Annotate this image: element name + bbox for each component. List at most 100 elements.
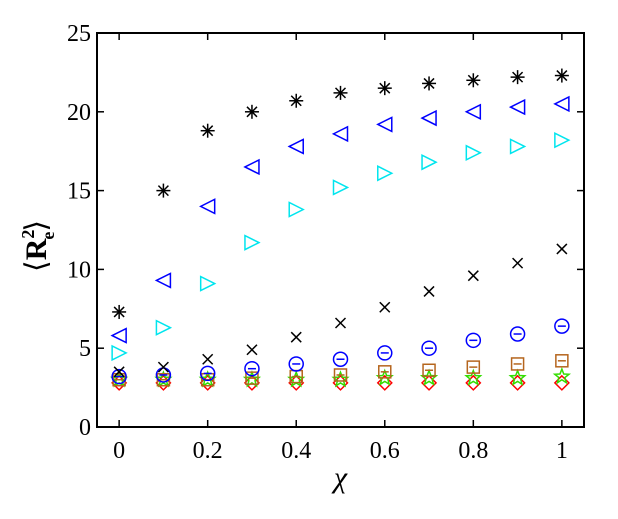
y-axis-ticks: 0 5 10 15 20 25: [67, 21, 584, 441]
data-point-square-minus: [422, 363, 436, 378]
data-point-asterisk: [156, 183, 171, 198]
data-point-asterisk: [510, 70, 525, 85]
data-point-x: [290, 331, 302, 343]
data-point-star: [287, 370, 306, 388]
data-point-star: [508, 368, 527, 386]
data-point-triangle-right: [465, 144, 482, 161]
data-point-star: [552, 366, 571, 385]
data-point-diamond: [199, 374, 216, 391]
data-point-square-minus: [555, 354, 569, 368]
data-point-diamond: [465, 374, 482, 391]
data-point-triangle-right: [509, 138, 527, 155]
x-tick-label: 0.6: [370, 438, 400, 464]
data-point-triangle-right: [554, 131, 571, 149]
data-point-diamond: [376, 374, 393, 391]
data-point-triangle-left: [464, 103, 482, 121]
y-axis-title-sup: 2: [18, 230, 38, 239]
data-point-circle-minus: [199, 365, 216, 382]
data-point-triangle-left: [331, 125, 349, 143]
y-tick-label: 20: [67, 100, 91, 126]
data-point-x: [556, 243, 568, 255]
data-point-asterisk: [554, 68, 569, 83]
x-tick-label: 0: [113, 438, 125, 464]
data-point-diamond: [243, 374, 261, 391]
data-point-square-minus: [466, 360, 481, 374]
data-point-circle-minus: [332, 351, 349, 367]
x-tick-label: 0.8: [458, 438, 488, 464]
data-point-diamond: [553, 374, 570, 391]
data-point-triangle-right: [111, 344, 128, 362]
y-tick-label: 10: [67, 257, 91, 283]
x-tick-label: 1: [556, 438, 568, 464]
data-point-triangle-left: [110, 327, 127, 344]
x-tick-label: 0.4: [281, 438, 311, 464]
data-point-asterisk: [289, 93, 304, 108]
data-point-diamond: [111, 374, 128, 391]
y-tick-label: 25: [67, 21, 91, 47]
y-axis-title-close: ⟩: [20, 220, 53, 232]
data-point-square-minus: [333, 368, 348, 382]
data-point-x: [379, 301, 391, 313]
y-axis-title: ⟨R2e⟩: [18, 220, 58, 272]
data-point-asterisk: [333, 85, 348, 100]
data-point-x: [202, 353, 214, 365]
data-point-triangle-left: [287, 138, 304, 155]
plot-marks: [110, 68, 571, 391]
data-point-circle-minus: [554, 318, 570, 334]
data-point-diamond: [420, 374, 438, 391]
x-axis-title: χ: [331, 461, 348, 494]
data-point-asterisk: [200, 123, 215, 138]
data-point-triangle-left: [243, 158, 260, 176]
data-point-triangle-right: [199, 275, 217, 292]
data-point-asterisk: [112, 304, 127, 319]
data-point-triangle-right: [377, 165, 394, 182]
data-point-diamond: [288, 374, 305, 391]
data-point-square-minus: [245, 371, 259, 385]
data-point-square-minus: [378, 365, 392, 379]
data-point-circle-minus: [465, 332, 482, 349]
data-point-x: [157, 361, 169, 373]
data-point-x: [246, 344, 258, 356]
data-point-circle-minus: [244, 360, 260, 377]
data-point-triangle-right: [244, 234, 261, 251]
data-point-star: [464, 368, 483, 386]
data-point-triangle-right: [155, 319, 173, 336]
data-point-x: [467, 270, 479, 282]
data-point-asterisk: [422, 76, 437, 91]
data-point-diamond: [509, 374, 526, 391]
data-point-circle-minus: [421, 340, 437, 356]
data-point-circle-minus: [288, 356, 304, 372]
data-point-triangle-right: [332, 179, 350, 196]
y-axis-title-sub: e: [38, 232, 58, 240]
data-point-star: [419, 368, 439, 386]
data-point-x: [334, 317, 347, 329]
data-point-triangle-left: [508, 98, 526, 116]
y-axis-title-base: R: [20, 238, 53, 260]
x-axis-ticks: 0 0.2 0.4 0.6 0.8 1: [113, 33, 568, 464]
data-point-triangle-left: [376, 116, 393, 133]
y-tick-label: 0: [79, 415, 91, 441]
data-point-circle-minus: [111, 368, 127, 385]
y-axis-title-open: ⟨: [20, 260, 53, 272]
data-point-triangle-left: [154, 272, 172, 289]
y-tick-label: 15: [67, 179, 91, 205]
data-point-triangle-left: [420, 109, 437, 127]
data-point-triangle-left: [199, 198, 216, 215]
data-point-circle-minus: [509, 326, 526, 342]
data-point-square-minus: [510, 357, 525, 371]
data-point-x: [512, 257, 524, 269]
x-tick-label: 0.2: [193, 438, 223, 464]
data-point-asterisk: [244, 104, 259, 119]
data-point-asterisk: [466, 73, 481, 88]
data-point-x: [113, 366, 125, 378]
plot-frame: [96, 32, 585, 428]
data-point-circle-minus: [377, 345, 393, 361]
data-point-x: [423, 285, 435, 297]
data-point-asterisk: [377, 81, 392, 96]
data-point-triangle-right: [288, 201, 305, 218]
data-point-triangle-left: [553, 95, 570, 113]
data-point-triangle-right: [421, 154, 438, 171]
y-tick-label: 5: [79, 336, 91, 362]
